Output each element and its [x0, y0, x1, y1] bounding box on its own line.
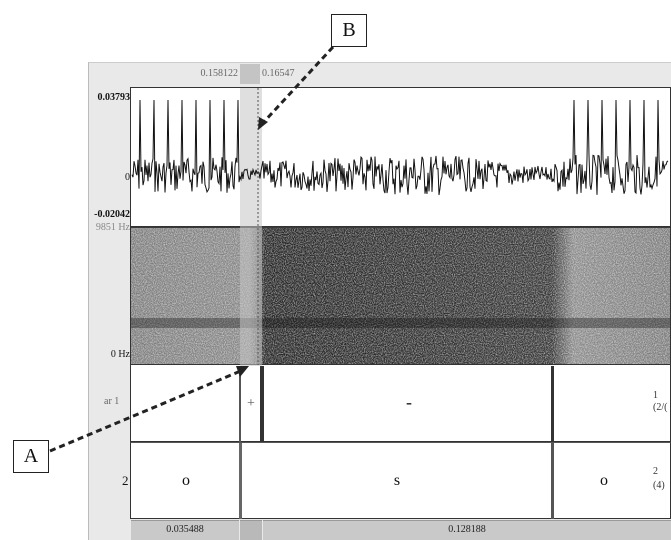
- duration-right[interactable]: 0.128188: [263, 520, 671, 540]
- tier-2-boundary-b: [551, 443, 554, 519]
- selection-start-time: 0.158122: [200, 68, 239, 79]
- tier-2-name: 2: [122, 473, 129, 488]
- waveform-max-label: 0.03793: [97, 92, 131, 103]
- callout-a: A: [13, 440, 49, 473]
- tier-1-boundary-a: [239, 366, 241, 442]
- waveform-zero-label: 0: [125, 172, 130, 183]
- tier-1-boundary-c: [551, 366, 554, 442]
- selection-strip[interactable]: [240, 64, 260, 84]
- tier-2-interval-2[interactable]: s: [393, 472, 401, 489]
- tier-2-right-label-1: 2: [653, 466, 658, 477]
- waveform-panel[interactable]: [130, 87, 671, 227]
- spectrogram-max-label: 9851 Hz: [95, 222, 130, 233]
- waveform-trace: [131, 99, 669, 196]
- tier-1-boundary-b: [260, 366, 264, 442]
- tier-1-panel[interactable]: [130, 365, 671, 442]
- duration-left[interactable]: 0.035488: [131, 520, 239, 540]
- tier-2-panel[interactable]: [130, 442, 671, 519]
- spectrogram-min-label: 0 Hz: [110, 349, 130, 360]
- waveform-min-label: -0.02042: [94, 209, 130, 220]
- tier-1-name: ar 1: [104, 396, 120, 407]
- tier-1-interval-text[interactable]: -: [406, 392, 412, 412]
- tier-2-right-label-2: (4): [653, 480, 665, 491]
- selection-end-time: 0.16547: [262, 68, 295, 79]
- tier-2-interval-3[interactable]: o: [600, 472, 608, 489]
- tier-1-right-label-2: (2/(: [653, 402, 668, 413]
- tier-1-boundary-marker[interactable]: +: [247, 396, 255, 411]
- duration-selection[interactable]: [240, 520, 262, 540]
- callout-b: B: [331, 14, 367, 47]
- tier-2-boundary-a: [239, 443, 242, 519]
- selection-region: [240, 88, 262, 366]
- tier-2-interval-1[interactable]: o: [182, 472, 190, 489]
- tier-1-right-label-1: 1: [653, 390, 658, 401]
